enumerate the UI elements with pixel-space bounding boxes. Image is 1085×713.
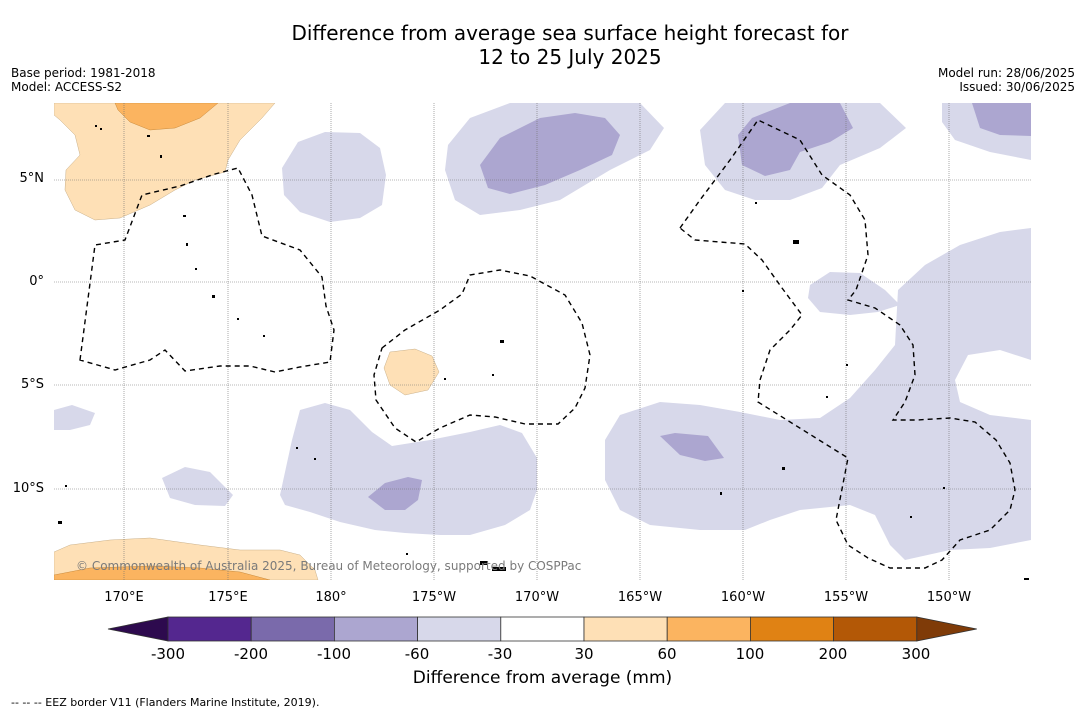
positive-anomaly-mid [54, 103, 271, 580]
colorbar-title: Difference from average (mm) [412, 668, 673, 688]
lon-label-170e: 170°E [104, 590, 144, 605]
colorbar-segment [833, 616, 918, 642]
colorbar-segment [500, 616, 585, 642]
cbar-tick: -200 [233, 645, 269, 663]
title-line-1: Difference from average sea surface heig… [291, 21, 849, 45]
cbar-tick: 200 [818, 645, 848, 663]
cbar-tick: 30 [574, 645, 594, 663]
eez-borders [79, 119, 1016, 569]
cbar-tick: -60 [404, 645, 430, 663]
issued-date: Issued: 30/06/2025 [959, 80, 1075, 94]
lat-label-10s: 10°S [12, 481, 44, 496]
lon-label-170w: 170°W [514, 590, 560, 605]
cbar-tick: -100 [316, 645, 352, 663]
islands [58, 125, 1029, 580]
colorbar-segment [167, 616, 252, 642]
lat-label-5s: 5°S [20, 377, 44, 392]
colorbar-segment [583, 616, 668, 642]
colorbar-segment [750, 616, 835, 642]
meta-left: Base period: 1981-2018 Model: ACCESS-S2 [11, 66, 156, 94]
cbar-tick: -300 [150, 645, 186, 663]
map-title: Difference from average sea surface heig… [0, 21, 1085, 69]
colorbar-segment [250, 616, 335, 642]
colorbar-segment [666, 616, 751, 642]
map-area [54, 103, 1031, 580]
lon-label-160w: 160°W [720, 590, 766, 605]
lon-label-150w: 150°W [926, 590, 972, 605]
colorbar-arrow-high [916, 616, 977, 642]
title-line-2: 12 to 25 July 2025 [478, 45, 662, 69]
lon-label-155w: 155°W [823, 590, 869, 605]
negative-anomaly-mid [368, 103, 1031, 510]
cbar-tick: -30 [487, 645, 513, 663]
lat-label-5n: 5°N [19, 171, 45, 186]
model-run: Model run: 28/06/2025 [937, 66, 1075, 80]
model-name: Model: ACCESS-S2 [11, 80, 123, 94]
copyright-notice: © Commonwealth of Australia 2025, Bureau… [76, 559, 582, 573]
cbar-tick: 300 [901, 645, 931, 663]
colorbar-segment [417, 616, 502, 642]
cbar-tick: 60 [657, 645, 677, 663]
lon-label-175w: 175°W [411, 590, 457, 605]
colorbar-segment [333, 616, 418, 642]
lon-label-180: 180° [315, 590, 347, 605]
base-period: Base period: 1981-2018 [11, 66, 156, 80]
lon-label-165w: 165°W [617, 590, 663, 605]
eez-legend-footer: -- -- -- EEZ border V11 (Flanders Marine… [11, 696, 320, 709]
lat-label-0: 0° [29, 274, 44, 289]
lon-label-175e: 175°E [208, 590, 248, 605]
cbar-tick: 100 [735, 645, 765, 663]
meta-right: Model run: 28/06/2025 Issued: 30/06/2025 [938, 66, 1075, 94]
colorbar-arrow-low [107, 616, 169, 642]
